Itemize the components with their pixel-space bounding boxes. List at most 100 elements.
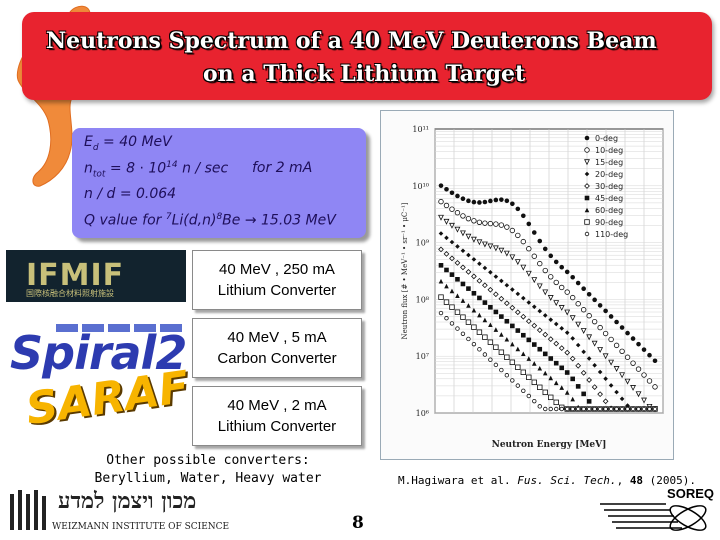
legend-label: 30-deg [595,182,623,191]
data-point [499,314,504,319]
data-point [466,303,471,308]
data-point [466,286,471,291]
data-point [498,349,505,355]
data-point [559,385,565,390]
y-tick-label: 10⁸ [416,295,429,304]
data-point [575,301,581,307]
converter-spiral2-line1: 40 MeV , 5 mA [227,329,327,346]
data-point [537,384,543,391]
data-point [526,300,532,305]
data-point [498,295,505,302]
data-point [548,356,554,361]
converter-saraf-line1: 40 MeV , 2 mA [227,397,327,414]
data-point [614,406,619,412]
data-point [584,231,590,237]
data-point [499,332,504,337]
y-tick-label: 10⁹ [416,239,430,248]
legend-label: 10-deg [595,146,623,155]
data-point [526,374,532,380]
ifmif-logo: IFMIF 国際核融合材料照射施設 [6,250,186,302]
spiral2-strip-icon [56,324,182,332]
data-point [482,334,488,340]
data-point [515,346,521,352]
data-point [652,384,658,390]
data-point [526,246,532,252]
data-point [553,321,559,327]
ntot-current: for 2 mA [252,160,313,176]
data-point [570,406,575,412]
data-point [531,379,537,385]
data-point [630,336,636,341]
data-point [449,321,455,326]
data-point [586,406,592,412]
data-point [466,336,471,342]
data-point [591,384,598,390]
q-reaction: Li(d,n) [171,212,217,229]
data-point [476,239,483,246]
data-point [584,207,590,213]
data-point [584,183,590,189]
ifmif-logo-subtext: 国際核融合材料照射施設 [26,289,114,298]
data-point [514,259,521,266]
data-point [521,295,526,301]
data-point [575,321,582,328]
data-point [608,406,614,412]
data-point [586,334,593,341]
legend-label: 20-deg [595,170,623,179]
spiral2-logo-text: Spiral2 [10,326,187,380]
beam-parameters-box: Ed = 40 MeV ntot = 8 ⋅ 1014 n / sec for … [72,128,366,238]
data-point [608,359,615,366]
converter-ifmif-line2: Lithium Converter [217,282,337,299]
data-point [564,390,570,395]
data-point [443,251,450,257]
data-point [542,331,549,338]
data-point [460,298,466,303]
data-point [515,383,521,388]
data-point [547,295,554,301]
data-point [438,231,444,236]
legend-label: 90-deg [595,218,623,227]
data-point [444,316,449,321]
data-point [493,344,499,350]
data-point [553,380,559,386]
data-point [559,284,565,291]
ed-symbol: E [84,134,93,150]
data-point [548,274,554,280]
data-point [460,264,466,271]
data-point [646,378,653,384]
data-point [521,351,526,357]
data-point [509,304,516,311]
data-point [542,351,548,357]
data-point [584,159,590,166]
data-point [487,339,494,345]
data-point [476,329,483,335]
y-tick-label: 10⁷ [416,352,429,361]
data-point [449,288,455,294]
nd-ratio-formula: n / d = 0.064 [84,186,177,202]
data-point [476,277,483,284]
data-point [492,245,499,252]
data-point [531,361,537,366]
data-point [438,183,444,188]
data-point [455,293,460,299]
data-point [449,255,455,262]
data-point [521,213,526,219]
data-point [559,406,564,412]
data-point [438,214,444,221]
converter-box-spiral2: 40 MeV , 5 mA Carbon Converter [192,318,362,378]
weizmann-emblem-icon [10,490,46,530]
data-point [580,328,587,334]
data-point [619,396,625,402]
data-point [531,322,538,329]
data-point [603,406,608,412]
other-converters-note: Other possible converters: Beryllium, Wa… [88,452,328,488]
data-point [603,308,608,314]
data-point [460,213,466,219]
data-point [482,199,488,205]
data-point [449,272,455,277]
data-point [438,198,444,205]
data-point [575,362,582,369]
data-point [548,253,554,259]
data-point [586,356,592,361]
data-point [477,295,482,301]
